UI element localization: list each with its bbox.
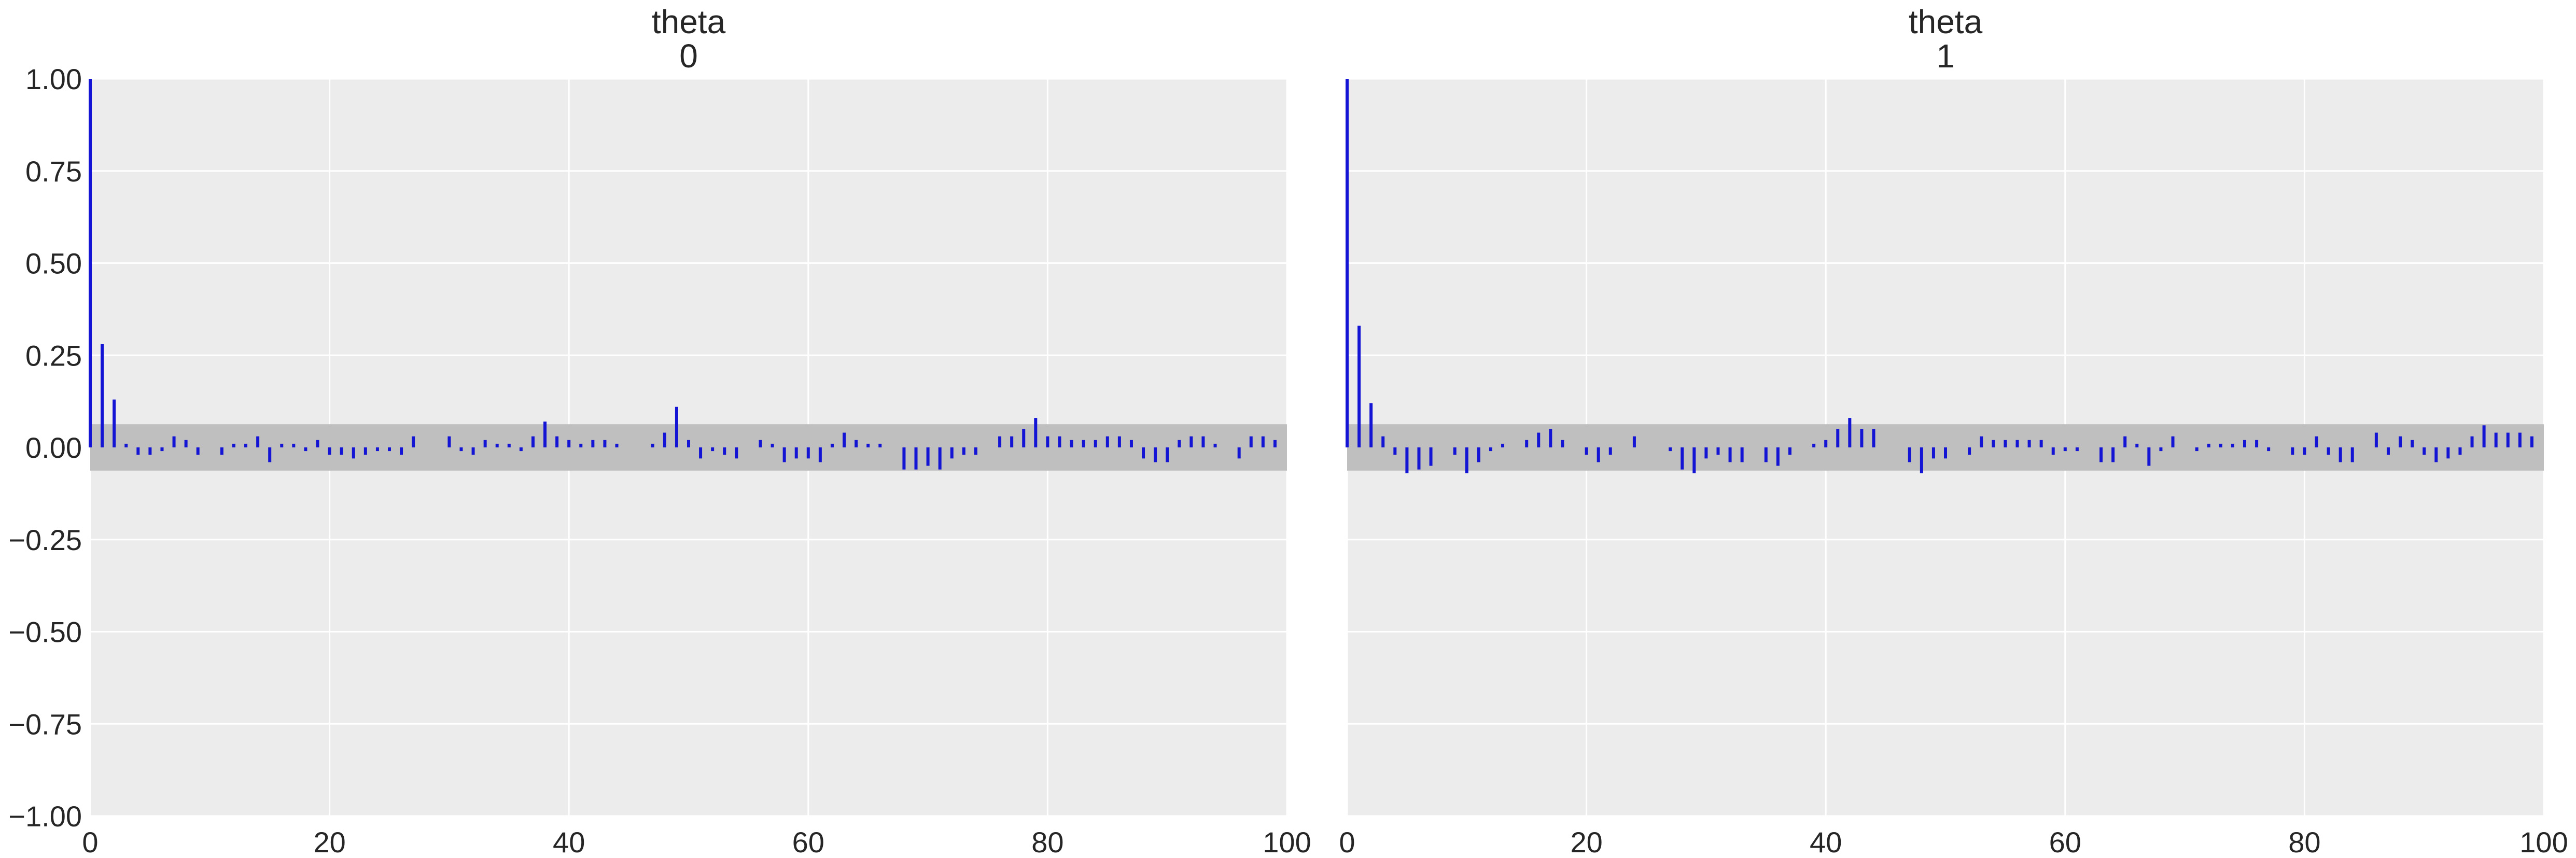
- panel-title-line: theta: [1909, 3, 1983, 40]
- y-tick-label: −0.50: [8, 616, 82, 649]
- y-tick-label: 0.25: [25, 339, 82, 372]
- x-tick-label: 100: [2519, 826, 2568, 858]
- panel-title-line: 1: [1936, 37, 1955, 75]
- panel-title-line: theta: [652, 3, 726, 40]
- y-tick-label: 1.00: [25, 63, 82, 95]
- x-tick-label: 80: [1031, 826, 1063, 858]
- x-tick-label: 20: [1570, 826, 1602, 858]
- x-tick-label: 60: [2049, 826, 2081, 858]
- y-tick-label: 0.75: [25, 155, 82, 188]
- x-tick-label: 80: [2288, 826, 2320, 858]
- y-tick-label: −0.25: [8, 524, 82, 556]
- y-tick-label: −1.00: [8, 800, 82, 833]
- y-tick-label: 0.00: [25, 431, 82, 464]
- x-tick-label: 40: [553, 826, 585, 858]
- panel-title-line: 0: [679, 37, 698, 75]
- y-tick-label: 0.50: [25, 247, 82, 280]
- x-tick-label: 100: [1263, 826, 1311, 858]
- x-tick-label: 40: [1810, 826, 1842, 858]
- acf-panel-0: 0 20 40 60 80 100 1.00 0.75 0.50 0.25 0.00 −0.25 −0.…: [8, 3, 1311, 858]
- x-tick-label: 20: [313, 826, 345, 858]
- x-tick-label: 0: [82, 826, 98, 858]
- x-tick-label: 60: [792, 826, 824, 858]
- x-tick-label: 0: [1339, 826, 1355, 858]
- y-tick-label: −0.75: [8, 708, 82, 740]
